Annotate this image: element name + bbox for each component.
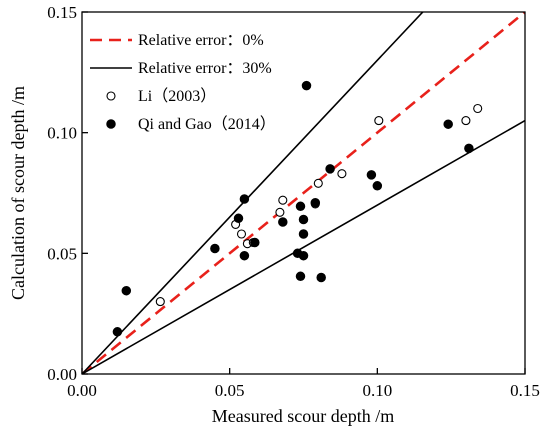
qi-gao-2014-point-17 — [325, 164, 335, 174]
qi-gao-2014-point-15 — [310, 197, 321, 208]
legend-relative-error-30-label: Relative error：30% — [138, 60, 272, 77]
legend-li-2003-swatch — [106, 91, 116, 101]
qi-gao-2014-point-3 — [233, 213, 244, 224]
x-tick-label: 0.05 — [215, 381, 245, 400]
qi-gao-2014-point-0 — [112, 327, 123, 337]
qi-gao-2014-point-20 — [443, 119, 453, 129]
x-tick-label: 0.00 — [67, 381, 97, 400]
qi-gao-2014-point-19 — [372, 181, 383, 191]
reference-lines — [82, 12, 525, 374]
qi-gao-2014-point-4 — [239, 194, 250, 204]
li-2003-point-11 — [461, 116, 471, 126]
x-axis-title: Measured scour depth /m — [212, 406, 394, 426]
y-axis-title: Calculation of scour depth /m — [8, 86, 28, 300]
relative-error-30-lower-line — [82, 119, 525, 374]
y-tick-label: 0.10 — [47, 124, 77, 143]
legend-qi-gao-2014-label: Qi and Gao（2014） — [138, 115, 276, 133]
relative-error-30-upper-line — [82, 12, 424, 374]
qi-gao-2014-point-5 — [239, 250, 250, 261]
qi-gao-2014-point-12 — [298, 250, 309, 261]
li-2003-point-10 — [374, 116, 384, 126]
li-2003-point-2 — [236, 229, 247, 239]
legend: Relative error：0% Relative error：30% Li（20… — [90, 32, 276, 133]
x-tick-label: 0.10 — [362, 381, 392, 400]
x-tick-label: 0.15 — [510, 381, 540, 400]
qi-gao-2014-point-9 — [295, 201, 306, 212]
li-2003-point-9 — [337, 169, 347, 179]
qi-gao-2014-point-14 — [301, 80, 312, 91]
qi-gao-2014-point-11 — [298, 229, 309, 239]
y-tick-label: 0.05 — [47, 244, 77, 263]
legend-relative-error-0-label: Relative error：0% — [138, 32, 264, 49]
qi-gao-2014-point-1 — [121, 285, 132, 296]
li-2003-point-6 — [278, 195, 288, 205]
qi-gao-2014-point-2 — [210, 243, 220, 254]
legend-li-2003-label: Li（2003） — [138, 87, 216, 105]
y-tick-label: 0.15 — [47, 3, 77, 22]
relative-error-0-line — [82, 12, 525, 374]
qi-gao-2014-point-13 — [295, 271, 306, 282]
qi-gao-2014-point-6 — [250, 237, 260, 248]
y-tick-label: 0.00 — [47, 365, 77, 384]
li-2003-point-5 — [275, 207, 285, 217]
legend-qi-gao-2014-swatch — [106, 119, 116, 129]
li-2003-point-12 — [473, 103, 483, 114]
qi-gao-2014-point-10 — [298, 214, 309, 225]
qi-gao-2014-point-16 — [316, 272, 326, 283]
li-2003-point-0 — [155, 297, 165, 307]
axis-ticks: 0.000.00 0.05 0.05 0.10 0.10 0.15 0.15 — [47, 3, 540, 400]
plot-frame — [81, 11, 526, 375]
qi-gao-2014-point-21 — [464, 143, 474, 154]
qi-gao-2014-point-7 — [278, 217, 288, 227]
li-2003-point-8 — [313, 178, 323, 188]
qi-gao-2014-point-18 — [366, 170, 377, 180]
data-points — [112, 80, 483, 337]
